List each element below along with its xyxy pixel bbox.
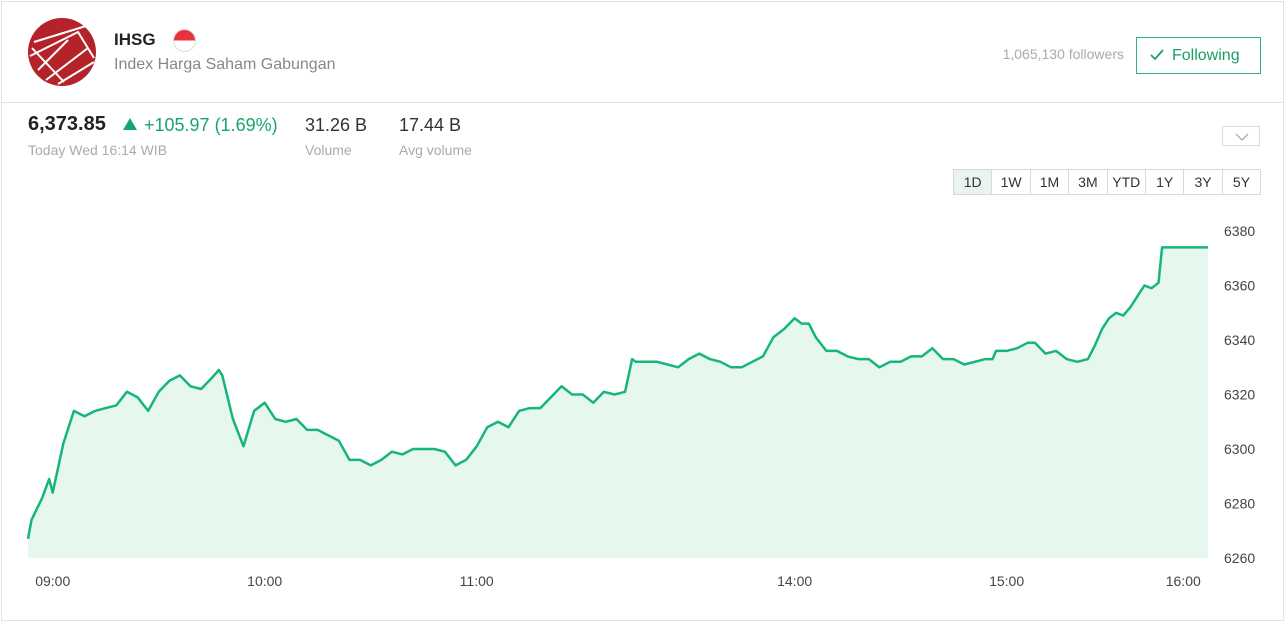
x-tick-label: 16:00 (1166, 573, 1201, 589)
x-tick-label: 15:00 (989, 573, 1024, 589)
x-tick-label: 10:00 (247, 573, 282, 589)
divider (1, 102, 1284, 103)
stat-value: 31.26 B (305, 115, 368, 135)
area-fill (28, 247, 1208, 558)
y-tick-label: 6280 (1224, 496, 1255, 512)
y-tick-label: 6320 (1224, 387, 1255, 403)
y-tick-label: 6340 (1224, 332, 1255, 348)
y-tick-label: 6260 (1224, 550, 1255, 566)
x-tick-label: 09:00 (35, 573, 70, 589)
y-tick-label: 6380 (1224, 223, 1255, 239)
follow-label: Following (1172, 47, 1240, 64)
logo (28, 18, 96, 86)
range-button[interactable]: 5Y (1221, 169, 1262, 195)
price: 6,373.85 (28, 113, 106, 135)
stat-label: Avg volume (399, 142, 472, 158)
stat-label: Volume (305, 142, 352, 158)
flag (173, 29, 196, 52)
index-name: Index Harga Saham Gabungan (114, 56, 336, 73)
x-tick-label: 11:00 (460, 573, 494, 589)
change: +105.97 (1.69%) (144, 115, 278, 135)
dropdown[interactable] (1222, 126, 1260, 146)
y-tick-label: 6360 (1224, 278, 1255, 294)
followers: 1,065,130 followers (1002, 46, 1124, 62)
timestamp: Today Wed 16:14 WIB (28, 142, 168, 158)
follow-button[interactable]: Following (1136, 37, 1261, 74)
symbol: IHSG (114, 30, 156, 49)
price-line (26, 246, 1208, 540)
chevron (1235, 133, 1249, 141)
up-arrow (123, 118, 137, 130)
x-tick-label: 14:00 (777, 573, 812, 589)
y-tick-label: 6300 (1224, 441, 1255, 457)
stat-value: 17.44 B (399, 115, 462, 135)
check-icon (1150, 49, 1164, 61)
